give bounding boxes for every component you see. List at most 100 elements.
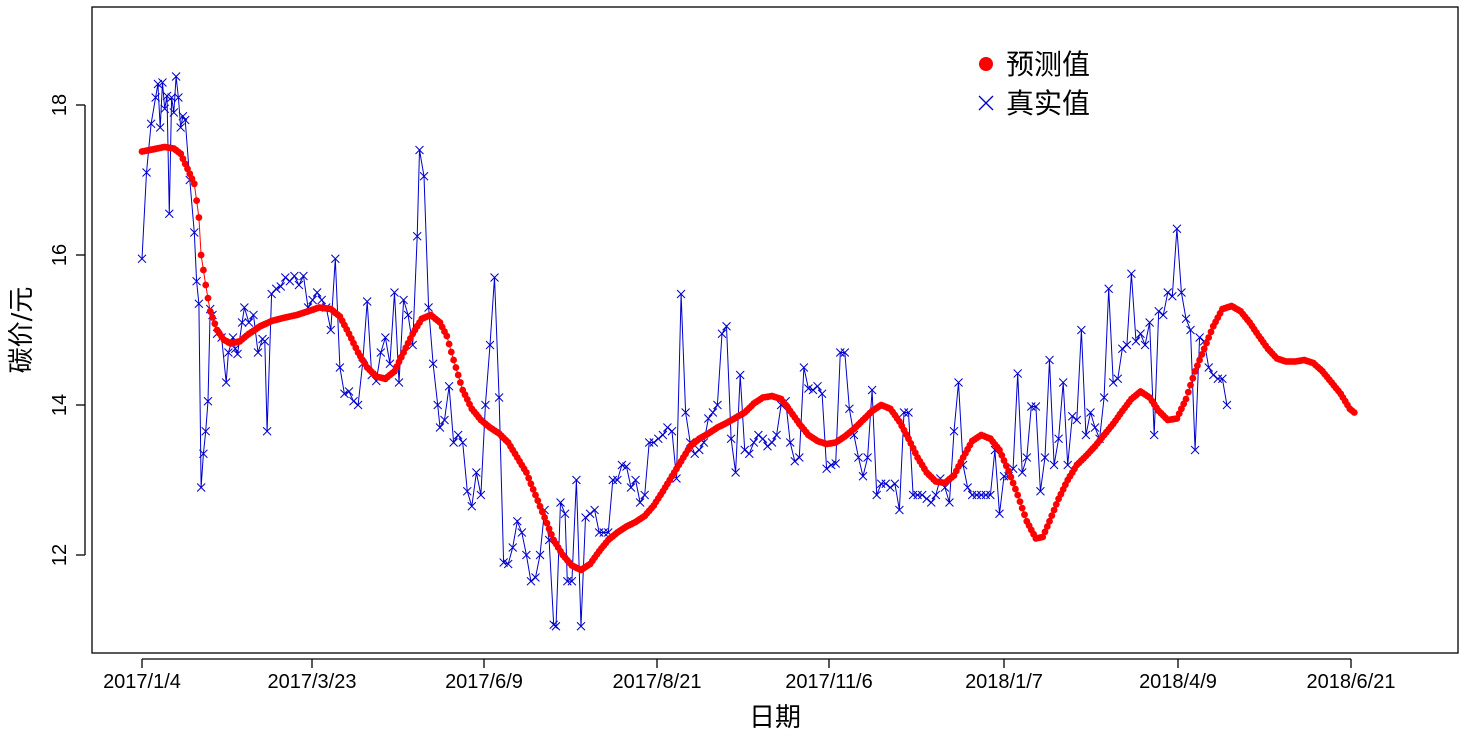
predicted-point bbox=[1046, 517, 1053, 525]
actual-point bbox=[199, 449, 208, 459]
actual-point bbox=[1058, 378, 1068, 387]
predicted-point bbox=[1050, 506, 1058, 514]
predicted-point bbox=[1189, 374, 1197, 382]
actual-point bbox=[867, 385, 877, 395]
actual-point bbox=[499, 558, 508, 567]
actual-point bbox=[1054, 434, 1063, 444]
actual-point bbox=[551, 621, 561, 631]
actual-point bbox=[330, 254, 340, 264]
actual-point bbox=[512, 516, 522, 526]
actual-point bbox=[854, 453, 863, 462]
actual-point bbox=[390, 288, 399, 297]
predicted-point bbox=[447, 348, 455, 356]
actual-point bbox=[1177, 288, 1186, 297]
actual-point bbox=[1017, 468, 1027, 477]
actual-point bbox=[280, 273, 290, 282]
actual-point bbox=[772, 430, 781, 440]
predicted-point bbox=[548, 531, 555, 538]
actual-point bbox=[419, 171, 429, 181]
actual-point bbox=[986, 490, 995, 500]
actual-point bbox=[262, 426, 272, 436]
actual-point bbox=[754, 430, 763, 440]
x-tick-label: 2017/8/21 bbox=[613, 671, 702, 693]
actual-point bbox=[1186, 325, 1195, 335]
actual-point bbox=[622, 462, 631, 471]
actual-point bbox=[899, 408, 909, 417]
actual-point bbox=[567, 576, 577, 586]
actual-point bbox=[967, 490, 977, 500]
predicted-point bbox=[536, 502, 544, 510]
actual-point bbox=[169, 108, 179, 117]
actual-point bbox=[444, 381, 454, 391]
actual-point bbox=[717, 329, 727, 339]
actual-point bbox=[945, 498, 954, 507]
actual-point bbox=[631, 475, 640, 485]
actual-point bbox=[653, 434, 663, 444]
predicted-point bbox=[1194, 362, 1201, 369]
actual-point bbox=[735, 370, 745, 380]
predicted-point bbox=[998, 451, 1006, 459]
y-tick-label: 12 bbox=[49, 544, 71, 566]
predicted-point bbox=[193, 197, 201, 205]
actual-point bbox=[626, 483, 636, 492]
predicted-point bbox=[1184, 388, 1192, 396]
actual-point bbox=[221, 378, 231, 387]
x-tick-label: 2017/11/6 bbox=[785, 671, 873, 693]
actual-point bbox=[1049, 460, 1059, 470]
actual-point bbox=[713, 400, 722, 410]
actual-point bbox=[790, 456, 800, 466]
predicted-point bbox=[1021, 511, 1028, 519]
actual-point bbox=[1204, 363, 1214, 372]
actual-point bbox=[453, 430, 463, 440]
actual-point bbox=[972, 490, 982, 500]
predicted-point bbox=[529, 486, 537, 493]
actual-point bbox=[744, 449, 754, 459]
predicted-point bbox=[1014, 491, 1022, 499]
actual-point bbox=[158, 78, 167, 87]
actual-point bbox=[385, 359, 395, 369]
y-tick-label: 16 bbox=[49, 244, 71, 266]
predicted-point bbox=[1012, 485, 1019, 493]
actual-point bbox=[658, 430, 668, 440]
axes: 2017/1/4 2017/3/23 2017/6/9 2017/8/21 2017/1… bbox=[49, 94, 1395, 693]
actual-point bbox=[1108, 378, 1118, 387]
actual-point bbox=[1158, 310, 1168, 320]
actual-point bbox=[412, 231, 422, 241]
predicted-point bbox=[1018, 504, 1026, 512]
actual-point bbox=[471, 468, 481, 477]
actual-point bbox=[494, 393, 504, 402]
predicted-point bbox=[525, 474, 533, 482]
predicted-point bbox=[209, 314, 216, 321]
actual-point bbox=[876, 479, 886, 489]
actual-point bbox=[399, 295, 408, 305]
legend-predicted-marker bbox=[979, 57, 993, 71]
predicted-point bbox=[545, 525, 553, 533]
actual-point bbox=[224, 348, 233, 357]
predicted-point bbox=[200, 266, 207, 274]
actual-point bbox=[167, 93, 176, 102]
predicted-point bbox=[541, 514, 548, 521]
actual-point bbox=[535, 550, 545, 560]
actual-point bbox=[1026, 402, 1036, 411]
actual-point bbox=[804, 384, 813, 393]
actual-point bbox=[1163, 288, 1173, 297]
actual-point bbox=[676, 289, 686, 299]
actual-point bbox=[556, 498, 565, 507]
actual-point bbox=[1172, 224, 1182, 234]
actual-point bbox=[526, 576, 536, 586]
predicted-point bbox=[1007, 473, 1015, 481]
actual-point bbox=[594, 528, 604, 537]
actual-point bbox=[549, 620, 559, 630]
actual-point bbox=[1022, 453, 1032, 462]
actual-point bbox=[308, 295, 317, 305]
actual-point bbox=[1077, 325, 1086, 335]
predicted-point bbox=[1048, 512, 1056, 519]
actual-point bbox=[189, 228, 199, 237]
predicted-point bbox=[1039, 533, 1047, 541]
predicted-point bbox=[197, 251, 205, 259]
actual-point bbox=[467, 501, 477, 511]
actual-point bbox=[649, 438, 659, 447]
actual-point bbox=[608, 475, 618, 485]
actual-point bbox=[249, 310, 258, 320]
actual-point bbox=[1145, 318, 1154, 327]
